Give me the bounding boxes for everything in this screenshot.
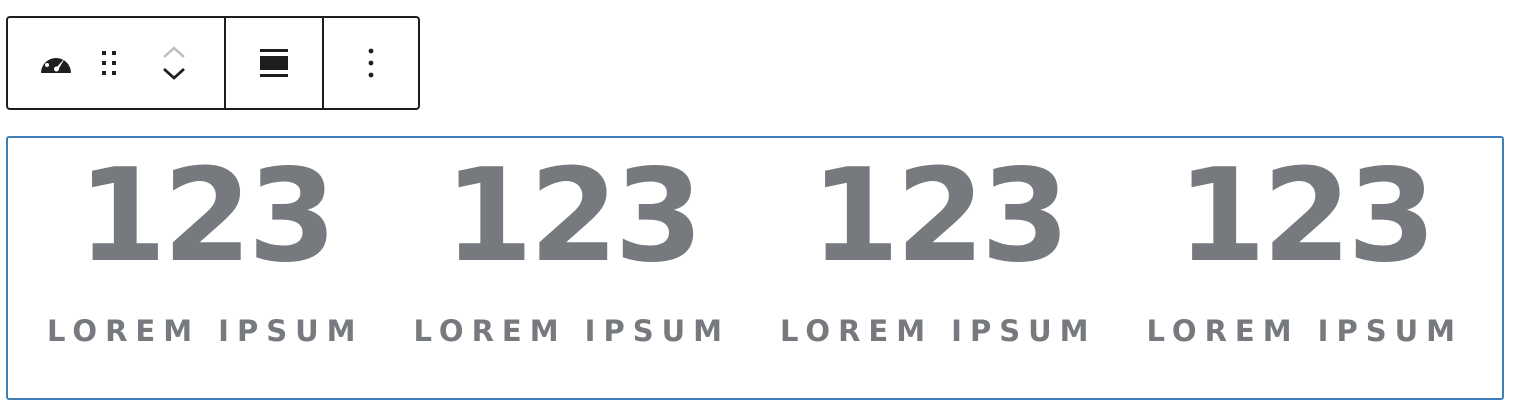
drag-handle-button[interactable] xyxy=(98,45,122,81)
drag-handle-icon xyxy=(102,51,116,75)
toolbar-group-options xyxy=(324,18,418,108)
align-button[interactable] xyxy=(254,43,294,83)
counter-label: LOREM IPSUM xyxy=(46,314,364,348)
counter-number: 123 xyxy=(810,142,1070,291)
counter-number: 123 xyxy=(77,142,337,291)
toolbar-group-block xyxy=(8,18,226,108)
align-wide-icon xyxy=(260,49,288,77)
move-down-button[interactable] xyxy=(160,63,188,85)
counter-item[interactable]: 123 LOREM IPSUM xyxy=(1135,138,1475,398)
chevron-up-icon xyxy=(163,46,185,58)
dashboard-gauge-icon xyxy=(41,52,71,73)
more-vertical-icon xyxy=(368,48,374,78)
counter-item[interactable]: 123 LOREM IPSUM xyxy=(402,138,742,398)
block-type-button[interactable] xyxy=(38,45,74,81)
counter-block[interactable]: 123 LOREM IPSUM 123 LOREM IPSUM 123 LORE… xyxy=(6,136,1504,400)
counter-number: 123 xyxy=(444,142,703,291)
block-movers xyxy=(160,33,188,93)
move-up-button[interactable] xyxy=(160,41,188,63)
block-toolbar xyxy=(6,16,420,110)
toolbar-group-align xyxy=(226,18,324,108)
counter-number: 123 xyxy=(1177,142,1436,291)
counter-item[interactable]: 123 LOREM IPSUM xyxy=(35,138,375,398)
counter-label: LOREM IPSUM xyxy=(779,314,1097,348)
chevron-down-icon xyxy=(163,67,185,80)
more-options-button[interactable] xyxy=(359,43,383,83)
counter-label: LOREM IPSUM xyxy=(1146,314,1464,348)
counter-label: LOREM IPSUM xyxy=(413,314,731,348)
counter-item[interactable]: 123 LOREM IPSUM xyxy=(768,138,1108,398)
